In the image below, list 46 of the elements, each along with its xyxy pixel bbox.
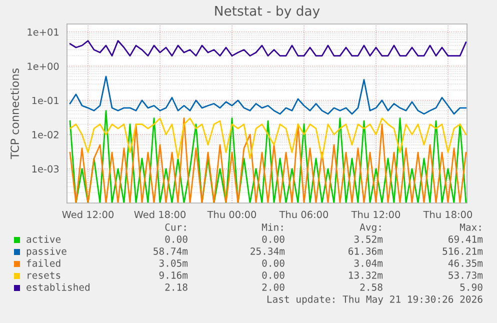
text: 25.34m [250,247,285,255]
x-tick-label: Thu 12:00 [351,210,400,218]
line-series [69,76,467,115]
text: Cur: [165,223,186,231]
text: 516.21m [442,247,483,255]
text: 61.36m [348,247,383,255]
text: 3.52m [354,235,383,243]
y-axis-title: TCP connections [10,68,19,160]
text: Last update: Thu May 21 19:30:26 2026 [267,295,482,305]
text: 0.00 [165,235,188,243]
legend-label: failed [26,259,60,267]
legend-label: passive [26,247,66,257]
text: 0.00 [262,235,284,243]
chart-title: Netstat - by day [215,6,320,18]
text: 53.73m [448,271,483,279]
x-tick-label: Wed 18:00 [134,210,186,218]
legend-label: active [26,235,61,243]
x-tick-label: Thu 00:00 [207,210,256,218]
x-tick-label: Thu 18:00 [423,210,472,218]
line-series [69,118,467,160]
text: 2.58 [360,283,382,291]
x-tick-label: Wed 12:00 [62,210,114,218]
y-tick-label: 1e+00 [28,62,59,70]
text: 58.74m [154,247,188,255]
text: 2.18 [165,283,188,291]
y-tick-label: 1e-03 [32,165,59,173]
y-tick-label: 1e-02 [32,131,58,138]
text: 5.90 [460,283,482,291]
y-tick-label: 1e+01 [28,28,58,36]
legend-label: resets [28,272,60,279]
text: 3.05m [159,259,188,267]
text: Avg: [360,224,381,233]
text: 9.16m [159,271,188,279]
legend-label: established [26,283,90,291]
x-tick-label: Thu 06:00 [279,210,328,218]
text: 2.00 [262,283,284,291]
text: Min: [262,223,283,231]
y-tick-label: 1e-01 [32,96,58,104]
text: 13.32m [349,271,383,279]
text: 46.35m [448,259,483,267]
text: 0.00 [262,259,284,267]
text: 3.04m [354,259,383,267]
line-series [69,40,467,56]
text: Max: [460,224,481,231]
text: 69.41m [448,235,483,243]
text: 0.00 [262,271,284,279]
